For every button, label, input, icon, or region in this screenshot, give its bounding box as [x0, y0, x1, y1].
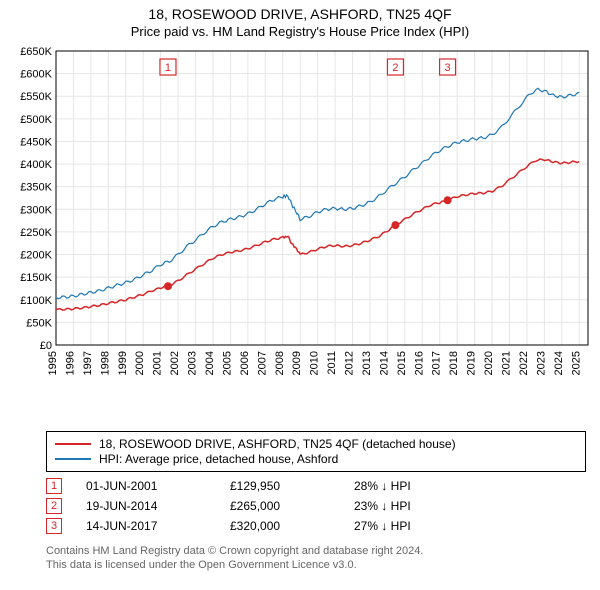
- svg-text:1996: 1996: [64, 351, 76, 375]
- attribution: Contains HM Land Registry data © Crown c…: [46, 544, 594, 573]
- svg-text:2007: 2007: [256, 351, 268, 375]
- sale-date: 19-JUN-2014: [86, 499, 206, 513]
- svg-text:£650K: £650K: [20, 46, 52, 58]
- sale-marker-number: 1: [165, 62, 171, 74]
- svg-text:2010: 2010: [309, 351, 321, 375]
- svg-text:2025: 2025: [570, 351, 582, 375]
- svg-text:2014: 2014: [378, 351, 390, 375]
- svg-text:1997: 1997: [82, 351, 94, 375]
- svg-text:2001: 2001: [152, 351, 164, 375]
- svg-text:£450K: £450K: [20, 136, 52, 148]
- svg-text:2021: 2021: [501, 351, 513, 375]
- sale-diff: 23% ↓ HPI: [354, 499, 474, 513]
- sale-row: 2 19-JUN-2014 £265,000 23% ↓ HPI: [46, 498, 586, 514]
- sale-diff: 27% ↓ HPI: [354, 519, 474, 533]
- price-chart: £0 £50K £100K £150K £200K £250K £300K £350K £400…: [6, 45, 594, 425]
- legend-swatch: [55, 458, 91, 460]
- page-subtitle: Price paid vs. HM Land Registry's House …: [6, 24, 594, 39]
- attribution-line: This data is licensed under the Open Gov…: [46, 558, 594, 572]
- chart-svg: £0 £50K £100K £150K £200K £250K £300K £350K £400…: [6, 45, 594, 425]
- svg-text:1999: 1999: [117, 351, 129, 375]
- svg-text:£350K: £350K: [20, 182, 52, 194]
- sale-price: £129,950: [230, 479, 330, 493]
- svg-text:1998: 1998: [99, 351, 111, 375]
- svg-text:£200K: £200K: [20, 250, 52, 262]
- svg-text:2015: 2015: [396, 351, 408, 375]
- sales-table: 1 01-JUN-2001 £129,950 28% ↓ HPI 2 19-JUN-201…: [46, 478, 586, 534]
- svg-text:2023: 2023: [535, 351, 547, 375]
- svg-text:£400K: £400K: [20, 159, 52, 171]
- svg-text:2004: 2004: [204, 351, 216, 375]
- attribution-line: Contains HM Land Registry data © Crown c…: [46, 544, 594, 558]
- svg-text:£600K: £600K: [20, 69, 52, 81]
- svg-text:2006: 2006: [239, 351, 251, 375]
- svg-text:2003: 2003: [187, 351, 199, 375]
- sale-price: £265,000: [230, 499, 330, 513]
- svg-text:2022: 2022: [518, 351, 530, 375]
- svg-text:2018: 2018: [448, 351, 460, 375]
- legend-row: HPI: Average price, detached house, Ashf…: [55, 452, 577, 466]
- sale-marker: 2: [46, 498, 62, 514]
- svg-text:£300K: £300K: [20, 204, 52, 216]
- sale-point: [444, 196, 452, 204]
- svg-text:1995: 1995: [47, 351, 59, 375]
- sale-point: [164, 282, 172, 290]
- legend-label: HPI: Average price, detached house, Ashf…: [99, 452, 338, 466]
- page-title: 18, ROSEWOOD DRIVE, ASHFORD, TN25 4QF: [6, 6, 594, 22]
- svg-text:2005: 2005: [221, 351, 233, 375]
- legend-label: 18, ROSEWOOD DRIVE, ASHFORD, TN25 4QF (d…: [99, 437, 456, 451]
- svg-text:2012: 2012: [344, 351, 356, 375]
- sale-marker-number: 3: [445, 62, 451, 74]
- svg-text:£500K: £500K: [20, 114, 52, 126]
- svg-text:2009: 2009: [291, 351, 303, 375]
- svg-text:2020: 2020: [483, 351, 495, 375]
- svg-text:2013: 2013: [361, 351, 373, 375]
- sale-date: 01-JUN-2001: [86, 479, 206, 493]
- svg-text:£550K: £550K: [20, 91, 52, 103]
- legend-box: 18, ROSEWOOD DRIVE, ASHFORD, TN25 4QF (d…: [46, 431, 586, 472]
- sale-point: [391, 221, 399, 229]
- svg-text:2000: 2000: [134, 351, 146, 375]
- sale-date: 14-JUN-2017: [86, 519, 206, 533]
- svg-text:2016: 2016: [413, 351, 425, 375]
- sale-diff: 28% ↓ HPI: [354, 479, 474, 493]
- svg-text:2002: 2002: [169, 351, 181, 375]
- sale-row: 3 14-JUN-2017 £320,000 27% ↓ HPI: [46, 518, 586, 534]
- legend-row: 18, ROSEWOOD DRIVE, ASHFORD, TN25 4QF (d…: [55, 437, 577, 451]
- svg-text:£100K: £100K: [20, 295, 52, 307]
- sale-marker: 1: [46, 478, 62, 494]
- svg-text:2019: 2019: [466, 351, 478, 375]
- sale-marker-number: 2: [392, 62, 398, 74]
- svg-text:2008: 2008: [274, 351, 286, 375]
- svg-text:2011: 2011: [326, 351, 338, 375]
- sale-price: £320,000: [230, 519, 330, 533]
- svg-text:2024: 2024: [553, 351, 565, 375]
- sale-row: 1 01-JUN-2001 £129,950 28% ↓ HPI: [46, 478, 586, 494]
- svg-text:2017: 2017: [431, 351, 443, 375]
- sale-marker: 3: [46, 518, 62, 534]
- svg-text:£250K: £250K: [20, 227, 52, 239]
- legend-swatch: [55, 443, 91, 445]
- svg-text:£0: £0: [40, 340, 52, 352]
- svg-text:£50K: £50K: [26, 317, 52, 329]
- svg-text:£150K: £150K: [20, 272, 52, 284]
